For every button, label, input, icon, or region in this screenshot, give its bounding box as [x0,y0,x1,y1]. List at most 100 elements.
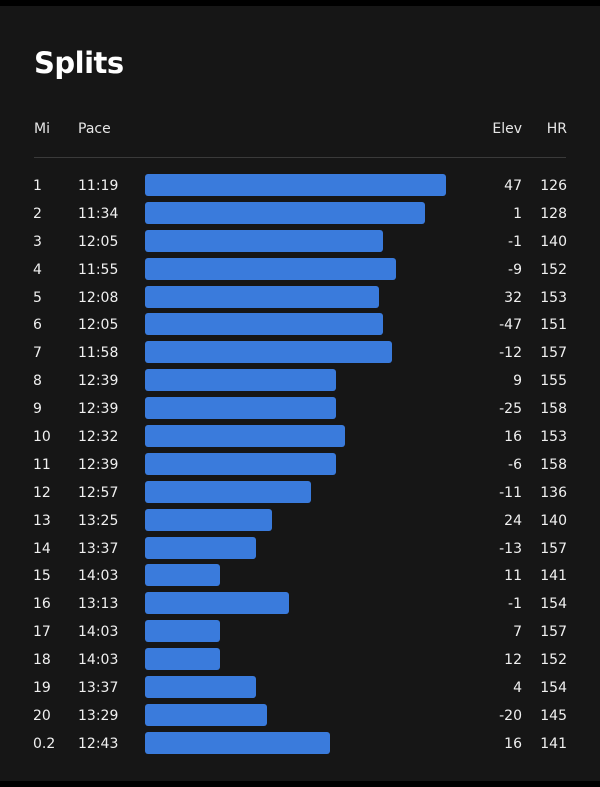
split-heart-rate: 126 [540,177,567,194]
pace-bar [145,425,346,448]
split-row: 10 12:32 16 153 [0,423,600,451]
split-elevation: -47 [499,317,522,334]
split-mile: 10 [33,428,51,445]
split-row: 5 12:08 32 153 [0,284,600,312]
pace-bar [145,229,383,252]
split-heart-rate: 157 [540,624,567,641]
pace-bar [145,536,256,559]
pace-bar [145,201,426,224]
split-mile: 9 [33,401,42,418]
split-row: 4 11:55 -9 152 [0,256,600,284]
split-mile: 12 [33,484,51,501]
pace-bar [145,452,336,475]
split-row: 13 13:25 24 140 [0,507,600,535]
split-pace: 11:58 [78,345,119,362]
split-row: 6 12:05 -47 151 [0,311,600,339]
split-elevation: -1 [508,596,522,613]
split-pace: 13:37 [78,540,119,557]
column-header-mi: Mi [34,121,50,137]
split-elevation: 7 [513,624,522,641]
split-elevation: -6 [508,456,522,473]
split-row: 16 13:13 -1 154 [0,590,600,618]
pace-bar [145,285,379,308]
split-elevation: 16 [504,428,522,445]
split-elevation: 16 [504,735,522,752]
split-mile: 15 [33,568,51,585]
split-heart-rate: 141 [540,735,567,752]
split-elevation: 32 [504,289,522,306]
column-header-pace: Pace [78,121,111,137]
split-heart-rate: 152 [540,652,567,669]
split-mile: 0.2 [33,735,56,752]
split-pace: 13:13 [78,596,119,613]
splits-panel: Splits Mi Pace Elev HR 1 11:19 47 126 2 11:34… [0,6,600,781]
split-row: 15 14:03 11 141 [0,562,600,590]
pace-bar [145,341,393,364]
split-heart-rate: 140 [540,512,567,529]
split-elevation: 47 [504,177,522,194]
split-pace: 14:03 [78,652,119,669]
split-elevation: 24 [504,512,522,529]
split-mile: 13 [33,512,51,529]
split-mile: 16 [33,596,51,613]
split-heart-rate: 151 [540,317,567,334]
pace-bar [145,564,220,587]
split-mile: 14 [33,540,51,557]
split-heart-rate: 128 [540,205,567,222]
pace-bar [145,480,311,503]
split-pace: 12:39 [78,401,119,418]
split-mile: 19 [33,679,51,696]
split-heart-rate: 158 [540,456,567,473]
split-mile: 1 [33,177,42,194]
split-row: 8 12:39 9 155 [0,367,600,395]
split-pace: 13:25 [78,512,119,529]
split-mile: 8 [33,373,42,390]
split-heart-rate: 153 [540,428,567,445]
pace-bar [145,648,220,671]
split-row: 18 14:03 12 152 [0,646,600,674]
split-mile: 20 [33,707,51,724]
column-header-hr: HR [546,121,567,137]
split-mile: 11 [33,456,51,473]
split-mile: 5 [33,289,42,306]
split-heart-rate: 141 [540,568,567,585]
pace-bar [145,313,383,336]
split-mile: 2 [33,205,42,222]
split-heart-rate: 153 [540,289,567,306]
split-elevation: 1 [513,205,522,222]
pace-bar [145,174,446,196]
split-pace: 14:03 [78,568,119,585]
split-row: 3 12:05 -1 140 [0,228,600,256]
split-heart-rate: 154 [540,596,567,613]
split-row: 20 13:29 -20 145 [0,702,600,730]
split-elevation: 12 [504,652,522,669]
split-mile: 3 [33,233,42,250]
pace-bar [145,703,267,726]
split-heart-rate: 155 [540,373,567,390]
split-pace: 12:08 [78,289,119,306]
split-pace: 12:32 [78,428,119,445]
split-pace: 11:34 [78,205,119,222]
split-pace: 13:29 [78,707,119,724]
page-title: Splits [34,46,124,80]
split-heart-rate: 157 [540,345,567,362]
pace-bar [145,508,273,531]
split-pace: 11:55 [78,261,119,278]
pace-bar [145,397,336,420]
split-row: 14 13:37 -13 157 [0,535,600,563]
split-pace: 12:39 [78,456,119,473]
split-row: 2 11:34 1 128 [0,200,600,228]
pace-bar [145,676,256,699]
pace-bar [145,592,289,615]
split-heart-rate: 154 [540,679,567,696]
split-row: 1 11:19 47 126 [0,172,600,200]
split-row: 0.2 12:43 16 141 [0,730,600,758]
split-row: 19 13:37 4 154 [0,674,600,702]
split-heart-rate: 140 [540,233,567,250]
column-header-elev: Elev [492,121,522,137]
split-elevation: -13 [499,540,522,557]
pace-bar [145,620,220,643]
split-row: 7 11:58 -12 157 [0,339,600,367]
split-pace: 11:19 [78,177,119,194]
split-pace: 12:05 [78,317,119,334]
